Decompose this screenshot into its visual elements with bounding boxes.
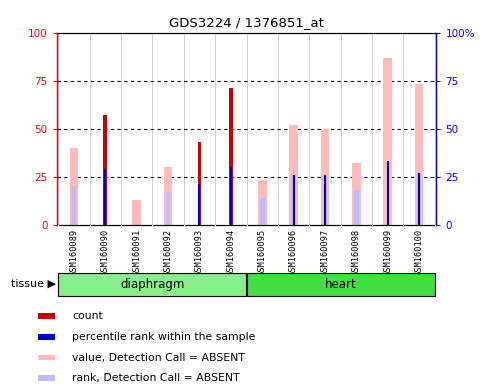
Bar [58, 273, 246, 296]
Text: GSM160093: GSM160093 [195, 228, 204, 276]
Bar [132, 200, 141, 225]
Bar [38, 375, 55, 381]
Bar [71, 186, 76, 225]
Text: rank, Detection Call = ABSENT: rank, Detection Call = ABSENT [72, 373, 240, 383]
Text: diaphragm: diaphragm [120, 278, 184, 291]
Bar [352, 163, 361, 225]
Bar [260, 198, 265, 225]
Text: GSM160095: GSM160095 [258, 228, 267, 276]
Bar [322, 177, 327, 225]
Bar [289, 125, 298, 225]
Text: GSM160098: GSM160098 [352, 228, 361, 276]
Bar [383, 58, 392, 225]
Bar [417, 173, 422, 225]
Text: GSM160094: GSM160094 [226, 228, 235, 276]
Bar [230, 167, 232, 225]
Bar [104, 115, 107, 225]
Text: value, Detection Call = ABSENT: value, Detection Call = ABSENT [72, 353, 245, 362]
Bar [198, 142, 201, 225]
Bar [415, 84, 423, 225]
Title: GDS3224 / 1376851_at: GDS3224 / 1376851_at [169, 16, 324, 29]
Bar [418, 173, 420, 225]
Text: GSM160096: GSM160096 [289, 228, 298, 276]
Text: GSM160091: GSM160091 [132, 228, 141, 276]
Bar [38, 313, 55, 319]
Bar [293, 175, 294, 225]
Bar [166, 192, 171, 225]
Text: GSM160089: GSM160089 [70, 228, 78, 276]
Bar [258, 180, 267, 225]
Bar [229, 88, 233, 225]
Text: GSM160092: GSM160092 [164, 228, 173, 276]
Bar [38, 355, 55, 361]
Bar [70, 148, 78, 225]
Bar [324, 175, 326, 225]
Text: count: count [72, 311, 103, 321]
Text: GSM160090: GSM160090 [101, 228, 110, 276]
Text: tissue ▶: tissue ▶ [11, 279, 56, 289]
Text: GSM160100: GSM160100 [415, 228, 423, 276]
Bar [164, 167, 173, 225]
Text: GSM160097: GSM160097 [320, 228, 329, 276]
Bar [199, 184, 200, 225]
Bar [320, 129, 329, 225]
Bar [246, 273, 435, 296]
Bar [291, 175, 296, 225]
Bar [354, 190, 359, 225]
Text: GSM160099: GSM160099 [383, 228, 392, 276]
Bar [38, 334, 55, 340]
Bar [387, 161, 388, 225]
Text: heart: heart [325, 278, 356, 291]
Text: percentile rank within the sample: percentile rank within the sample [72, 332, 255, 342]
Bar [105, 169, 106, 225]
